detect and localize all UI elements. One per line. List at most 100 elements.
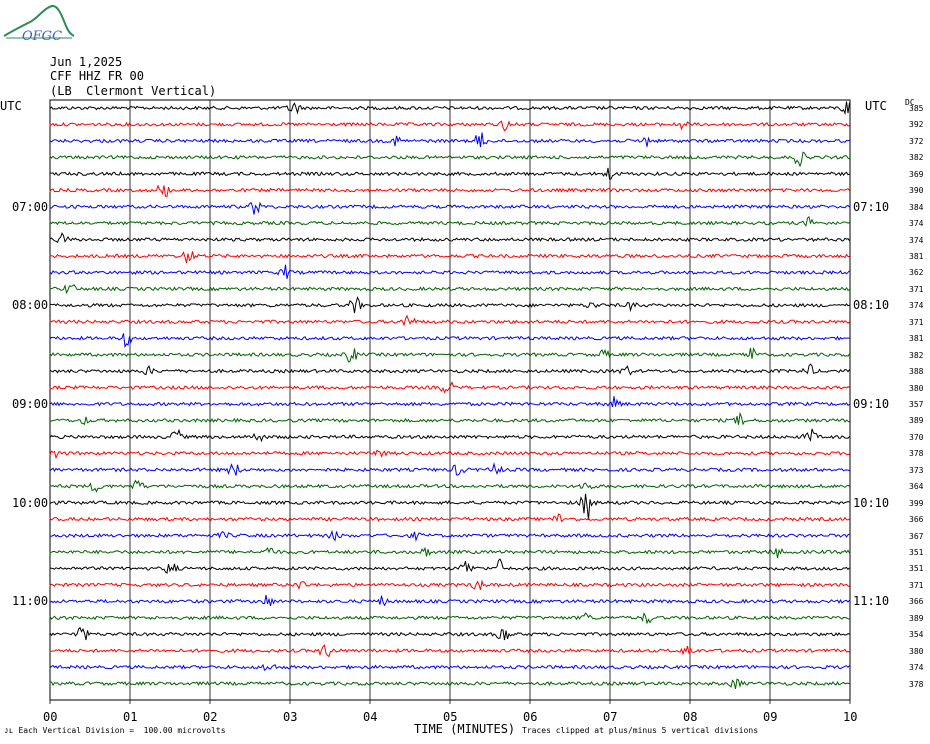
x-tick-label: 10 — [843, 710, 858, 724]
dc-offset-label: 389 — [909, 416, 924, 426]
x-tick-label: 04 — [363, 710, 378, 724]
dc-offset-label: 382 — [909, 153, 924, 163]
trace-line — [49, 363, 850, 376]
dc-offset-label: 371 — [909, 284, 924, 294]
x-tick-label: 05 — [443, 710, 458, 724]
trace-line — [49, 411, 850, 426]
dc-offset-label: 366 — [909, 515, 924, 525]
trace-line — [49, 346, 850, 363]
trace-line — [49, 449, 850, 460]
x-tick-label: 06 — [523, 710, 538, 724]
station-code: CFF HHZ FR 00 — [50, 69, 144, 83]
trace-line — [49, 101, 850, 116]
right-time-label: 10:10 — [853, 495, 890, 510]
trace-line — [49, 264, 850, 279]
trace-line — [49, 611, 850, 625]
dc-offset-label: 367 — [909, 531, 924, 541]
trace-line — [49, 479, 850, 493]
trace-line — [49, 644, 850, 658]
trace-line — [49, 296, 850, 314]
dc-offset-label: 381 — [909, 252, 924, 261]
dc-offset-label: 371 — [909, 317, 924, 327]
footer-right-note: Traces clipped at plus/minus 5 vertical … — [522, 726, 759, 735]
trace-line — [49, 151, 850, 168]
trace-line — [49, 462, 850, 476]
left-time-label: 09:00 — [12, 397, 49, 411]
left-time-label: 10:00 — [12, 495, 49, 510]
trace-line — [49, 529, 850, 543]
dc-offset-label: 351 — [909, 548, 924, 557]
dc-offset-label: 389 — [909, 613, 924, 623]
dc-offset-label: 399 — [909, 498, 924, 508]
trace-line — [49, 626, 850, 641]
ofgc-logo: OFGC — [3, 4, 75, 44]
trace-line — [49, 333, 850, 349]
x-tick-label: 07 — [603, 710, 618, 724]
right-time-label: 11:10 — [853, 594, 890, 609]
dc-offset-label: 380 — [909, 646, 924, 656]
dc-offset-label: 380 — [909, 383, 924, 393]
trace-line — [49, 215, 850, 227]
dc-offset-label: 354 — [909, 630, 924, 640]
trace-line — [49, 579, 850, 590]
dc-offset-label: 392 — [909, 120, 924, 130]
dc-offset-label: 366 — [909, 597, 924, 607]
trace-line — [49, 167, 850, 180]
trace-line — [49, 250, 850, 264]
left-utc-title: UTC — [0, 99, 22, 113]
trace-line — [49, 132, 850, 148]
dc-offset-label: 374 — [909, 235, 924, 245]
dc-offset-label: 388 — [909, 367, 924, 377]
trace-line — [49, 381, 850, 394]
dc-offset-label: 384 — [909, 202, 924, 212]
x-tick-label: 02 — [203, 710, 218, 724]
right-time-label: 07:10 — [853, 199, 890, 214]
right-time-label: 09:10 — [853, 397, 890, 411]
dc-offset-label: 378 — [909, 449, 924, 459]
dc-offset-label: 374 — [909, 301, 924, 311]
trace-line — [49, 493, 850, 520]
trace-line — [49, 428, 850, 443]
dc-offset-label: 385 — [909, 104, 924, 113]
dc-header: DC — [905, 98, 915, 107]
trace-line — [49, 595, 850, 607]
x-axis-label: TIME (MINUTES) — [414, 722, 516, 736]
dc-offset-label: 382 — [909, 350, 924, 360]
footer-left-note: ᴊʟ Each Vertical Division = 100.00 micro… — [4, 726, 226, 735]
dc-offset-label: 378 — [909, 679, 924, 689]
dc-offset-label: 362 — [909, 268, 924, 278]
trace-line — [49, 120, 850, 132]
trace-line — [49, 663, 850, 671]
x-tick-label: 08 — [683, 710, 698, 724]
dc-offset-label: 351 — [909, 564, 924, 574]
trace-line — [49, 201, 850, 215]
dc-offset-label: 372 — [909, 136, 924, 146]
trace-line — [49, 558, 850, 574]
dc-offset-label: 357 — [909, 400, 924, 409]
dc-offset-label: 364 — [909, 482, 924, 492]
dc-offset-label: 381 — [909, 334, 924, 344]
x-tick-label: 00 — [43, 710, 58, 724]
station-location: (LB Clermont Vertical) — [50, 84, 217, 98]
chart-date: Jun 1,2025 — [50, 55, 123, 69]
dc-offset-label: 373 — [909, 465, 924, 475]
dc-offset-label: 369 — [909, 169, 924, 179]
trace-line — [49, 184, 850, 197]
x-tick-label: 03 — [283, 710, 298, 724]
logo-text: OFGC — [22, 29, 62, 44]
x-tick-label: 09 — [763, 710, 778, 724]
trace-line — [49, 396, 850, 408]
right-utc-title: UTC — [865, 99, 887, 113]
dc-offset-label: 390 — [909, 186, 924, 196]
dc-offset-label: 370 — [909, 432, 924, 442]
left-time-label: 11:00 — [12, 594, 49, 609]
left-time-label: 07:00 — [12, 199, 49, 214]
right-time-label: 08:10 — [853, 298, 890, 313]
trace-line — [49, 513, 850, 523]
trace-line — [49, 232, 850, 243]
dc-offset-label: 374 — [909, 219, 924, 229]
trace-line — [49, 283, 850, 295]
dc-offset-label: 374 — [909, 663, 924, 673]
x-tick-label: 01 — [123, 710, 138, 724]
